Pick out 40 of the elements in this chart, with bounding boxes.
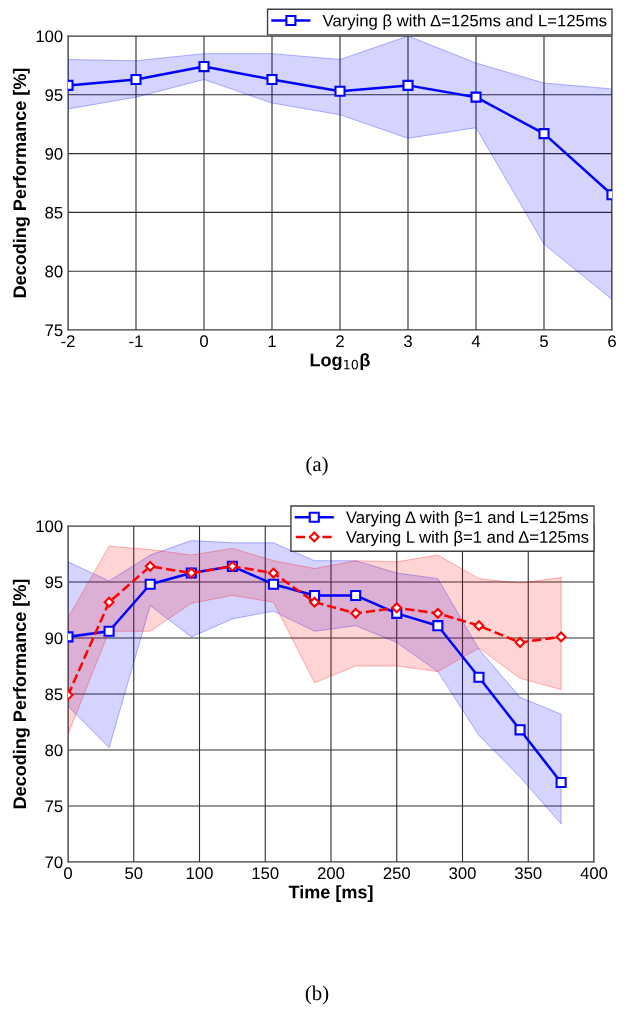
legend-label: Varying Δ with β=1 and L=125ms xyxy=(346,510,589,527)
x-tick-label: 0 xyxy=(64,867,72,880)
y-tick-label: 85 xyxy=(45,688,63,701)
text: (b) xyxy=(305,985,329,1005)
legend-label: Varying β with Δ=125ms and L=125ms xyxy=(322,14,607,30)
x-axis-title: Log$_{10}$β xyxy=(310,353,370,371)
legend-label: Varying L with β=1 and Δ=125ms xyxy=(346,530,589,547)
x-tick-label: 400 xyxy=(580,867,608,880)
y-tick-label: 95 xyxy=(45,89,63,101)
x-tick-label: -1 xyxy=(129,335,143,347)
y-axis-title: Decoding Performance [%] xyxy=(12,68,30,298)
x-tick-label: 300 xyxy=(449,867,476,880)
y-tick-label: 80 xyxy=(45,265,63,278)
y-tick-label: 100 xyxy=(36,520,63,533)
x-tick-label: 6 xyxy=(608,335,616,348)
y-tick-label: 90 xyxy=(45,148,63,160)
x-tick-label: 350 xyxy=(514,867,542,880)
x-tick-label: 4 xyxy=(471,335,481,347)
text: (a) xyxy=(306,456,328,476)
x-tick-label: 50 xyxy=(125,867,143,880)
y-tick-label: 70 xyxy=(45,856,63,869)
x-tick-label: 100 xyxy=(186,867,213,880)
y-tick-label: 75 xyxy=(45,324,63,337)
y-tick-label: 95 xyxy=(45,576,63,589)
y-tick-label: 80 xyxy=(45,744,63,757)
y-tick-label: 75 xyxy=(45,800,63,813)
x-tick-label: 200 xyxy=(317,867,345,880)
x-tick-label: 5 xyxy=(540,335,548,348)
x-tick-label: 150 xyxy=(252,867,279,880)
x-tick-label: 1 xyxy=(268,335,276,347)
x-tick-label: 3 xyxy=(404,335,412,348)
x-tick-label: -2 xyxy=(61,335,75,347)
x-tick-label: 2 xyxy=(336,335,344,347)
y-tick-label: 100 xyxy=(36,30,63,43)
x-tick-label: 250 xyxy=(383,867,410,880)
y-tick-label: 90 xyxy=(45,632,63,645)
y-axis-title: Decoding Performance [%] xyxy=(12,579,30,809)
x-axis-title: Time [ms] xyxy=(288,885,373,903)
x-tick-label: 0 xyxy=(200,335,208,348)
y-tick-label: 85 xyxy=(45,206,63,219)
